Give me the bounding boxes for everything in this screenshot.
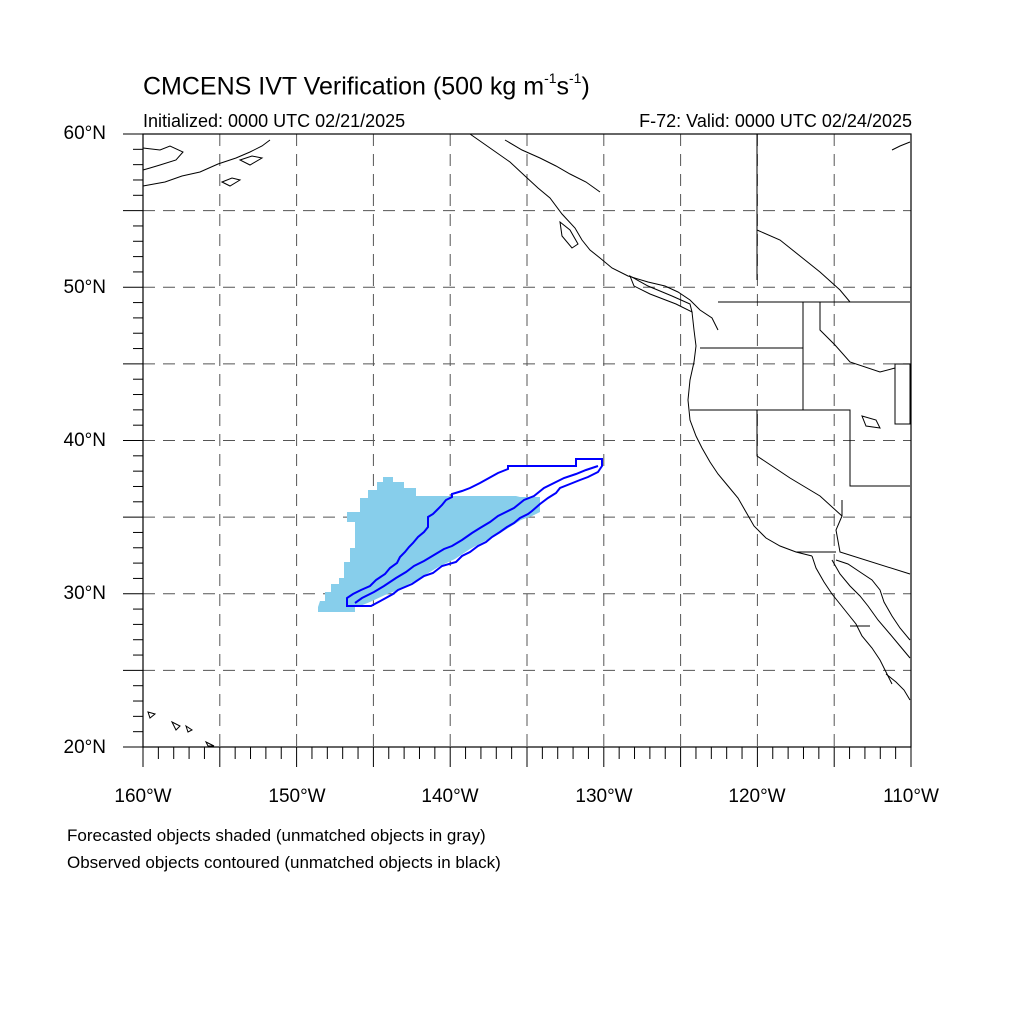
initialized-time: Initialized: 0000 UTC 02/21/2025 bbox=[143, 111, 406, 131]
lat-label-50: 50°N bbox=[63, 277, 106, 298]
observed-object-contour bbox=[346, 458, 603, 607]
lon-label-120w: 120°W bbox=[728, 786, 786, 807]
lat-label-60: 60°N bbox=[63, 123, 106, 144]
lat-label-40: 40°N bbox=[63, 430, 106, 451]
lon-label-160w: 160°W bbox=[114, 786, 172, 807]
forecast-object-shaded bbox=[318, 477, 540, 612]
legend-observed: Observed objects contoured (unmatched ob… bbox=[67, 853, 501, 872]
lat-lon-grid bbox=[143, 134, 911, 747]
lon-label-110w: 110°W bbox=[883, 786, 939, 807]
valid-time: F-72: Valid: 0000 UTC 02/24/2025 bbox=[639, 111, 912, 131]
map-title: CMCENS IVT Verification (500 kg m-1s-1) bbox=[143, 70, 590, 101]
coastlines bbox=[142, 133, 911, 747]
map-frame bbox=[142, 133, 912, 748]
lon-label-130w: 130°W bbox=[575, 786, 633, 807]
lon-label-140w: 140°W bbox=[421, 786, 479, 807]
lat-label-20: 20°N bbox=[63, 737, 106, 758]
lat-label-30: 30°N bbox=[63, 583, 106, 604]
lon-label-150w: 150°W bbox=[268, 786, 326, 807]
political-boundaries bbox=[690, 134, 911, 627]
axis-ticks bbox=[123, 133, 912, 767]
observed-object-inner bbox=[354, 465, 599, 604]
legend-forecast: Forecasted objects shaded (unmatched obj… bbox=[67, 826, 486, 845]
